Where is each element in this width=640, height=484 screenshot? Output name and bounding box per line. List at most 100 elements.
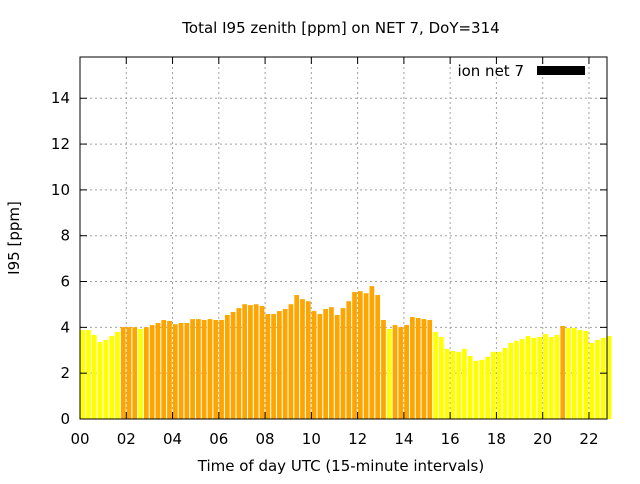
bar bbox=[115, 331, 120, 419]
bar bbox=[167, 320, 172, 419]
x-tick-label: 14 bbox=[394, 430, 413, 448]
bar bbox=[288, 304, 294, 419]
bar bbox=[161, 320, 167, 419]
y-tick-label: 14 bbox=[51, 89, 70, 107]
bar bbox=[444, 348, 450, 419]
bar bbox=[346, 301, 352, 419]
grid bbox=[80, 57, 607, 419]
bar bbox=[143, 327, 149, 419]
bar bbox=[415, 317, 421, 419]
bar bbox=[276, 311, 282, 419]
bar bbox=[103, 339, 109, 419]
bar bbox=[340, 308, 346, 419]
axes bbox=[79, 56, 608, 420]
bar bbox=[363, 293, 369, 419]
bar bbox=[427, 320, 433, 419]
bar bbox=[490, 351, 496, 419]
bar bbox=[519, 339, 525, 419]
x-tick-label: 04 bbox=[163, 430, 182, 448]
bar bbox=[606, 336, 612, 419]
bar bbox=[352, 292, 357, 419]
bar bbox=[560, 325, 566, 419]
bar bbox=[548, 336, 554, 419]
bar bbox=[224, 314, 230, 419]
bar bbox=[196, 319, 201, 419]
bar bbox=[433, 331, 438, 419]
bar bbox=[317, 314, 323, 419]
bar bbox=[230, 312, 236, 419]
bar bbox=[323, 309, 328, 419]
bar bbox=[386, 328, 392, 419]
legend-label: ion net 7 bbox=[457, 62, 524, 80]
plot-border bbox=[79, 56, 608, 420]
bar bbox=[120, 327, 126, 419]
bar bbox=[531, 337, 537, 419]
bar bbox=[294, 295, 300, 419]
bar bbox=[242, 304, 248, 419]
bar bbox=[566, 328, 571, 419]
bar bbox=[91, 334, 97, 419]
y-tick-label: 2 bbox=[60, 364, 70, 382]
y-tick-label: 8 bbox=[60, 227, 70, 245]
legend-swatch bbox=[537, 66, 585, 75]
bar bbox=[132, 327, 138, 419]
bar bbox=[305, 301, 311, 419]
bar bbox=[190, 319, 195, 419]
bar bbox=[496, 351, 502, 419]
x-tick-label: 10 bbox=[302, 430, 321, 448]
bars bbox=[80, 286, 612, 419]
x-tick-label: 02 bbox=[117, 430, 136, 448]
bar bbox=[300, 299, 305, 419]
x-tick-label: 18 bbox=[487, 430, 506, 448]
bar bbox=[473, 360, 479, 419]
bar bbox=[583, 331, 589, 419]
y-tick-label: 6 bbox=[60, 273, 70, 291]
bar bbox=[334, 314, 340, 419]
x-tick-label: 20 bbox=[533, 430, 552, 448]
bar bbox=[600, 337, 606, 419]
bar bbox=[109, 336, 115, 419]
bar bbox=[253, 304, 259, 419]
bar bbox=[438, 336, 444, 419]
x-tick-label: 22 bbox=[579, 430, 598, 448]
bar bbox=[502, 347, 508, 419]
bar bbox=[462, 348, 467, 419]
y-tick-label: 4 bbox=[60, 318, 70, 336]
bar bbox=[410, 317, 415, 419]
bar bbox=[207, 319, 213, 419]
bar bbox=[236, 308, 242, 419]
bar bbox=[329, 307, 334, 419]
bar bbox=[138, 328, 143, 419]
bar bbox=[271, 314, 276, 419]
bar bbox=[404, 325, 409, 419]
bar bbox=[485, 356, 490, 419]
bar bbox=[456, 351, 462, 419]
bar bbox=[184, 323, 190, 419]
bar bbox=[525, 336, 531, 419]
bar bbox=[392, 325, 398, 419]
bar bbox=[248, 305, 253, 419]
bar bbox=[537, 336, 542, 419]
bar bbox=[467, 355, 473, 419]
bar bbox=[543, 333, 548, 419]
x-tick-label: 00 bbox=[70, 430, 89, 448]
bar bbox=[357, 291, 363, 419]
bar bbox=[97, 342, 103, 419]
legend: ion net 7 bbox=[457, 62, 585, 80]
bar bbox=[369, 286, 375, 419]
bar bbox=[375, 295, 381, 419]
bar bbox=[178, 323, 184, 419]
y-tick-label: 0 bbox=[60, 410, 70, 428]
bar bbox=[86, 330, 91, 419]
bar bbox=[213, 320, 219, 419]
bar bbox=[265, 314, 271, 419]
bar bbox=[381, 320, 386, 419]
x-tick-label: 08 bbox=[256, 430, 275, 448]
y-tick-label: 10 bbox=[51, 181, 70, 199]
y-tick-label: 12 bbox=[51, 135, 70, 153]
chart-title: Total I95 zenith [ppm] on NET 7, DoY=314 bbox=[181, 19, 499, 37]
x-tick-label: 12 bbox=[348, 430, 367, 448]
bar bbox=[311, 311, 317, 419]
